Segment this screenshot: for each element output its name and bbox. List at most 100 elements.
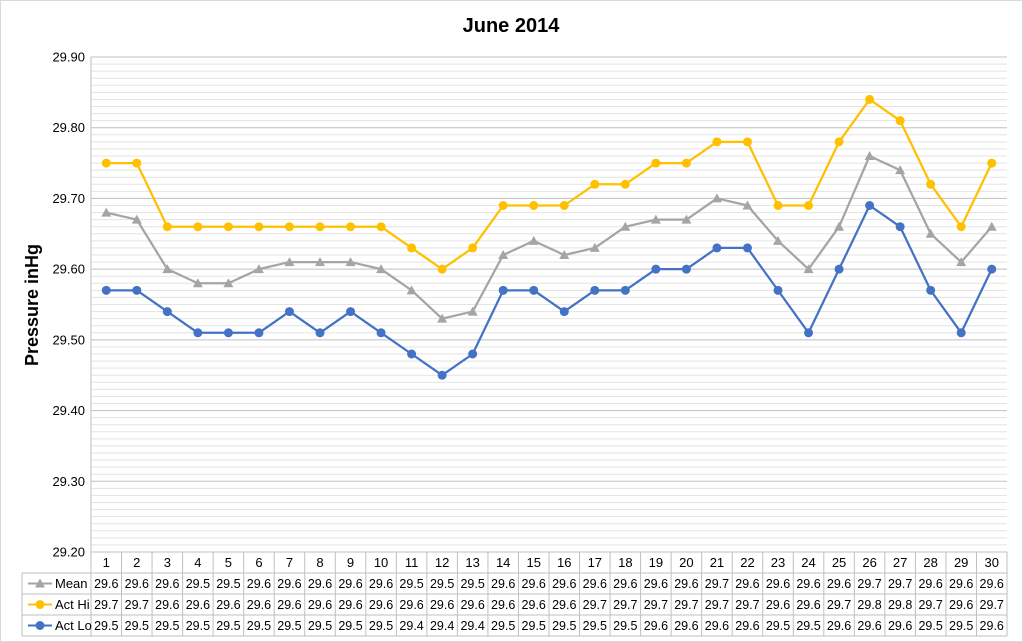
- data-point: [773, 235, 783, 245]
- table-cell: 29.5: [186, 577, 210, 591]
- x-tick-label: 19: [649, 555, 663, 570]
- table-cell: 29.6: [827, 619, 851, 633]
- data-point: [711, 193, 722, 203]
- table-cell: 29.7: [644, 598, 668, 612]
- data-point: [437, 264, 447, 274]
- data-point: [834, 137, 844, 147]
- table-cell: 29.6: [644, 577, 668, 591]
- table-cell: 29.6: [247, 598, 271, 612]
- data-point: [620, 179, 630, 189]
- table-cell: 29.6: [918, 577, 942, 591]
- table-cell: 29.7: [125, 598, 149, 612]
- data-point: [284, 307, 294, 317]
- data-point: [376, 328, 386, 338]
- x-tick-label: 1: [103, 555, 110, 570]
- data-point: [223, 278, 234, 288]
- table-cell: 29.5: [399, 577, 423, 591]
- x-tick-label: 15: [526, 555, 540, 570]
- table-cell: 29.6: [796, 598, 820, 612]
- y-axis-label: Pressure inHg: [22, 244, 42, 366]
- data-point: [956, 257, 967, 267]
- table-cell: 29.6: [308, 577, 332, 591]
- table-cell: 29.7: [888, 577, 912, 591]
- data-point: [315, 257, 325, 267]
- data-point: [589, 242, 600, 252]
- table-cell: 29.7: [583, 598, 607, 612]
- table-cell: 29.6: [705, 619, 729, 633]
- table-cell: 29.5: [277, 619, 301, 633]
- data-point: [742, 200, 753, 210]
- table-cell: 29.6: [552, 577, 576, 591]
- data-point: [254, 222, 264, 232]
- data-point: [162, 264, 173, 274]
- table-cell: 29.5: [552, 619, 576, 633]
- table-cell: 29.6: [369, 577, 393, 591]
- x-tick-label: 9: [347, 555, 354, 570]
- table-cell: 29.7: [705, 577, 729, 591]
- data-point: [468, 243, 478, 253]
- x-tick-label: 16: [557, 555, 571, 570]
- table-cell: 29.6: [522, 598, 546, 612]
- table-cell: 29.7: [674, 598, 698, 612]
- x-tick-label: 17: [588, 555, 602, 570]
- data-point: [895, 165, 906, 175]
- data-point: [956, 222, 966, 232]
- data-point: [865, 94, 875, 104]
- table-cell: 29.8: [857, 598, 881, 612]
- table-cell: 29.6: [94, 577, 118, 591]
- x-tick-label: 2: [133, 555, 140, 570]
- table-cell: 29.7: [857, 577, 881, 591]
- x-tick-label: 8: [316, 555, 323, 570]
- table-cell: 29.6: [338, 577, 362, 591]
- table-cell: 29.4: [430, 619, 454, 633]
- data-point: [681, 214, 692, 224]
- y-axis-ticks: 29.20 29.30 29.40 29.50 29.60 29.70 29.80 29.90: [52, 50, 85, 560]
- data-point: [376, 264, 387, 274]
- x-tick-label: 24: [801, 555, 815, 570]
- data-point: [559, 201, 569, 210]
- table-cell: 29.6: [613, 577, 637, 591]
- data-point: [315, 328, 325, 338]
- data-point: [345, 257, 356, 267]
- data-point: [590, 179, 600, 189]
- data-point: [223, 328, 233, 338]
- table-cell: 29.6: [308, 598, 332, 612]
- data-point: [804, 328, 814, 338]
- table-cell: 29.6: [125, 577, 149, 591]
- series-markers: [101, 94, 997, 380]
- data-point: [529, 201, 539, 210]
- data-point: [498, 285, 508, 295]
- data-point: [590, 285, 600, 295]
- data-point: [407, 243, 417, 253]
- table-cell: 29.6: [186, 598, 210, 612]
- data-point: [346, 307, 356, 317]
- table-cell: 29.6: [399, 598, 423, 612]
- x-tick-label: 14: [496, 555, 510, 570]
- data-point: [406, 285, 417, 295]
- table-cell: 29.6: [216, 598, 240, 612]
- data-point: [254, 328, 264, 338]
- table-cell: 29.5: [94, 619, 118, 633]
- table-cell: 29.6: [766, 577, 790, 591]
- x-tick-label: 30: [984, 555, 998, 570]
- table-cell: 29.5: [522, 619, 546, 633]
- table-cell: 29.6: [155, 577, 179, 591]
- table-cell: 29.5: [369, 619, 393, 633]
- table-cell: 29.6: [430, 598, 454, 612]
- x-tick-label: 7: [286, 555, 293, 570]
- table-cell: 29.7: [827, 598, 851, 612]
- table-cell: 29.5: [491, 619, 515, 633]
- data-point: [162, 222, 172, 232]
- data-point: [284, 222, 294, 232]
- data-point: [956, 328, 966, 338]
- x-tick-label: 5: [225, 555, 232, 570]
- data-point: [346, 222, 356, 232]
- table-cell: 29.5: [949, 619, 973, 633]
- data-point: [712, 137, 722, 147]
- x-tick-label: 4: [194, 555, 201, 570]
- data-point: [498, 250, 509, 259]
- table-cell: 29.5: [155, 619, 179, 633]
- data-point: [193, 222, 203, 232]
- data-table: 1 2 3 4 5 6 7 8 9 10 11 12 13 14 15 16 17 18 19 20 21 22 23 24 2…: [21, 551, 1008, 637]
